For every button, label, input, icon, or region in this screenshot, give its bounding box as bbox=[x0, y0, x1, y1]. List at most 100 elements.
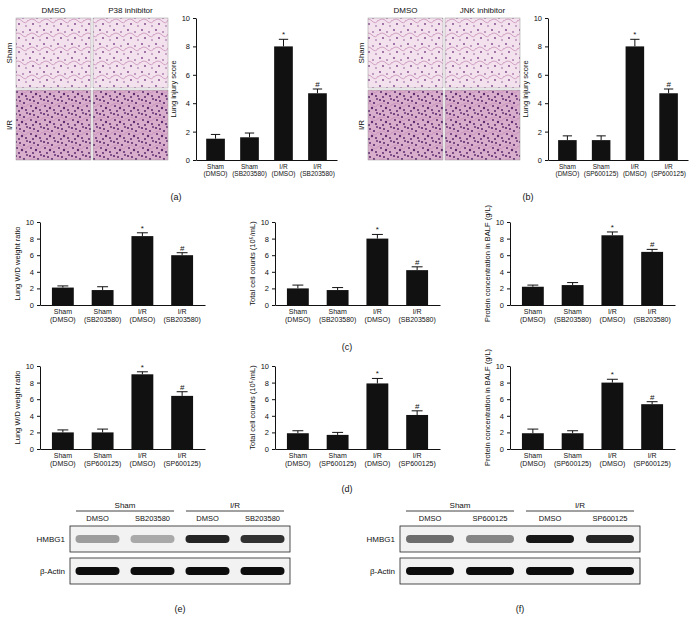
x-tick: Sham(DMSO) bbox=[520, 305, 546, 324]
y-tick: 2 bbox=[30, 428, 40, 437]
x-tick-label: I/R(DMSO) bbox=[130, 308, 156, 324]
image-row-label: I/R bbox=[5, 120, 14, 130]
y-tick-label: 0 bbox=[30, 445, 34, 454]
x-tick-label-line: Sham bbox=[93, 452, 111, 459]
x-tick: Sham(SP600125) bbox=[554, 449, 591, 468]
x-tick-label-line: I/R bbox=[313, 163, 322, 170]
x-tick-label-line: (SP600125) bbox=[319, 460, 356, 468]
y-tick-label: 0 bbox=[265, 301, 269, 310]
plot-area bbox=[522, 232, 663, 305]
y-tick-mark bbox=[507, 416, 510, 417]
y-tick-label: 0 bbox=[538, 156, 542, 165]
y-tick-mark bbox=[37, 416, 40, 417]
x-axis-line bbox=[511, 449, 676, 450]
image-column-label: DMSO bbox=[42, 6, 66, 15]
y-axis: 0246810 bbox=[182, 14, 197, 165]
x-tick-label-line: (DMSO) bbox=[365, 460, 391, 468]
x-tick-label: Sham(SB203580) bbox=[554, 308, 591, 324]
blot-row-label: HMBG1 bbox=[37, 535, 66, 544]
bar bbox=[659, 93, 678, 160]
y-axis: 0246810 bbox=[261, 362, 276, 454]
significance-mark: * bbox=[633, 30, 636, 39]
x-tick-label: Sham(SP600125) bbox=[319, 452, 356, 468]
x-tick-label-line: I/R bbox=[413, 452, 422, 459]
blot-lane-label: SP600125 bbox=[472, 514, 507, 523]
y-tick: 0 bbox=[186, 156, 196, 165]
x-tick-label: Sham(SB203580) bbox=[232, 163, 267, 178]
x-tick: Sham(SP600125) bbox=[584, 160, 619, 178]
error-bar-cap bbox=[332, 287, 343, 288]
x-tick-label: I/R(DMSO) bbox=[600, 308, 626, 324]
blot-group-line bbox=[526, 511, 634, 512]
y-tick-mark bbox=[272, 255, 275, 256]
histology-image bbox=[445, 90, 520, 160]
bar bbox=[131, 236, 153, 305]
y-tick-label: 10 bbox=[26, 362, 34, 371]
bar bbox=[287, 288, 309, 305]
blot-frame bbox=[70, 526, 290, 552]
y-tick-mark bbox=[193, 132, 196, 133]
y-tick: 6 bbox=[186, 71, 196, 80]
plot-area bbox=[522, 379, 663, 449]
significance-mark: * bbox=[376, 225, 379, 234]
y-tick-mark bbox=[545, 46, 548, 47]
x-tick-label-line: (DMSO) bbox=[130, 316, 156, 324]
error-bar-cap bbox=[527, 429, 538, 430]
blot-band bbox=[526, 567, 574, 575]
y-tick-label: 4 bbox=[265, 268, 269, 277]
histology-image bbox=[368, 18, 443, 88]
blot-frame bbox=[400, 526, 640, 552]
error-bar-cap bbox=[567, 282, 578, 283]
x-tick-label-line: (SB203580) bbox=[633, 316, 670, 324]
y-tick: 4 bbox=[538, 99, 548, 108]
y-tick-label: 2 bbox=[265, 428, 269, 437]
error-bar-stem bbox=[182, 392, 183, 396]
error-bar-cap bbox=[57, 429, 68, 430]
y-tick-label: 6 bbox=[538, 71, 542, 80]
x-tick: Sham(SP600125) bbox=[84, 449, 121, 468]
significance-mark: * bbox=[611, 223, 614, 232]
y-tick-label: 2 bbox=[30, 284, 34, 293]
x-tick-label-line: Sham bbox=[54, 308, 72, 315]
y-axis: 0246810 bbox=[261, 218, 276, 310]
blot-band bbox=[76, 535, 120, 543]
x-tick-label: Sham(DMSO) bbox=[285, 452, 311, 468]
bar bbox=[52, 432, 74, 449]
y-tick-label: 6 bbox=[265, 395, 269, 404]
error-bar bbox=[177, 253, 188, 255]
x-tick-label-line: I/R bbox=[608, 452, 617, 459]
significance-mark: * bbox=[611, 370, 614, 379]
y-axis-line bbox=[40, 367, 41, 450]
y-tick-label: 6 bbox=[500, 395, 504, 404]
y-tick-mark bbox=[193, 18, 196, 19]
x-tick: Sham(DMSO) bbox=[50, 449, 76, 468]
y-axis: 0246810 bbox=[534, 14, 549, 165]
y-tick-label: 2 bbox=[538, 128, 542, 137]
bar bbox=[522, 287, 544, 305]
bar bbox=[92, 290, 114, 305]
histology-panel: ShamI/RDMSOP38 inhibitor bbox=[5, 6, 168, 160]
y-axis: 0246810 bbox=[496, 362, 511, 454]
y-tick-mark bbox=[272, 239, 275, 240]
error-bar-cap bbox=[292, 285, 303, 286]
y-tick: 0 bbox=[538, 156, 548, 165]
error-bar-cap bbox=[97, 429, 108, 430]
significance-mark: # bbox=[650, 240, 655, 249]
y-tick: 0 bbox=[30, 301, 40, 310]
y-axis-line bbox=[196, 19, 197, 161]
y-tick: 6 bbox=[265, 395, 275, 404]
y-tick-mark bbox=[37, 383, 40, 384]
y-tick: 4 bbox=[265, 268, 275, 277]
plot-area bbox=[52, 233, 193, 305]
y-tick-label: 0 bbox=[265, 445, 269, 454]
image-column-label: JNK inhibitor bbox=[460, 6, 506, 15]
bar-chart: 0246810Sham(DMSO)Sham(SB203580)I/R(DMSO)… bbox=[13, 218, 206, 324]
panel-label: (b) bbox=[523, 192, 534, 202]
y-tick-mark bbox=[272, 222, 275, 223]
y-tick: 4 bbox=[500, 412, 510, 421]
x-tick-label-line: (SB203580) bbox=[300, 170, 335, 178]
x-tick-label-line: (SP600125) bbox=[651, 170, 686, 178]
blot-band bbox=[76, 567, 120, 575]
y-tick-label: 0 bbox=[30, 301, 34, 310]
blot-lane-label: SB203580 bbox=[245, 514, 280, 523]
